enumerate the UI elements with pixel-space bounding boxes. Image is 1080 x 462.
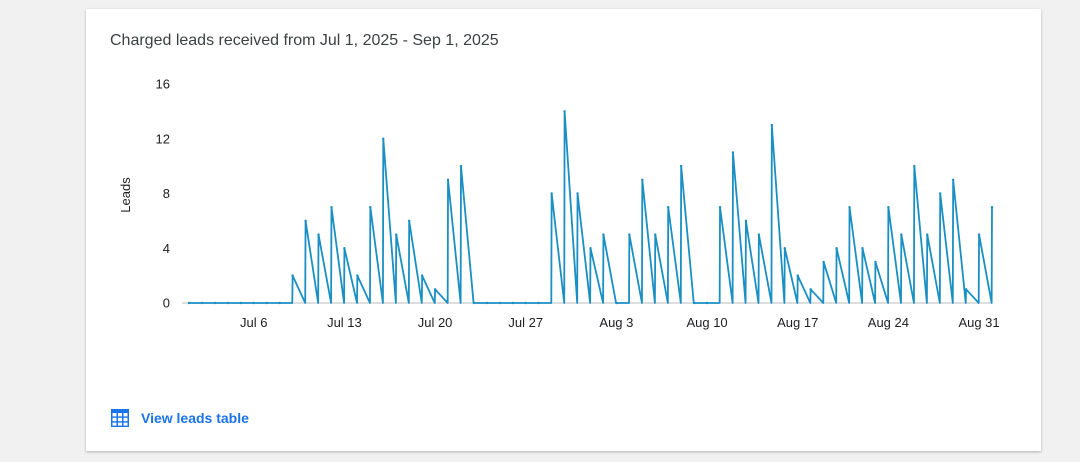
data-point <box>395 233 398 236</box>
data-point <box>252 301 255 305</box>
data-point <box>705 301 709 305</box>
data-point <box>887 205 890 209</box>
data-point <box>628 233 631 236</box>
x-tick-label: Aug 10 <box>686 315 727 330</box>
data-point <box>848 205 851 209</box>
data-point <box>537 301 540 305</box>
data-point <box>602 233 605 236</box>
data-point <box>485 301 489 305</box>
data-point <box>822 260 825 264</box>
data-point <box>369 205 372 209</box>
data-point <box>278 301 281 305</box>
y-tick-label: 16 <box>156 77 170 92</box>
x-tick-label: Aug 31 <box>958 315 999 330</box>
data-point <box>900 233 903 236</box>
data-point <box>330 205 333 209</box>
data-point <box>770 123 774 127</box>
data-point <box>977 233 981 236</box>
leads-line-chart: 0 4 8 12 16 Jul 6 Jul 13 Jul 20 Jul 27 Aug 3 Aug … <box>118 77 1000 331</box>
data-point <box>472 301 476 305</box>
data-point <box>615 301 618 305</box>
data-point <box>809 288 812 291</box>
data-point <box>731 151 735 154</box>
leads-series-line <box>189 110 993 304</box>
data-point <box>498 301 502 305</box>
data-point <box>874 260 877 264</box>
data-point <box>796 274 799 277</box>
chart-card: Charged leads received from Jul 1, 2025 … <box>86 9 1041 451</box>
data-point <box>938 192 942 195</box>
data-point <box>913 164 916 168</box>
data-point <box>641 178 644 182</box>
table-icon <box>111 409 129 427</box>
view-leads-table-label: View leads table <box>141 410 249 426</box>
x-tick-label: Jul 20 <box>418 315 453 330</box>
data-point <box>550 192 553 195</box>
data-point <box>420 274 424 277</box>
data-point <box>926 233 929 236</box>
data-point <box>835 247 838 250</box>
data-point <box>990 205 994 209</box>
data-point <box>951 178 955 182</box>
chart-title: Charged leads received from Jul 1, 2025 … <box>110 32 499 49</box>
data-point <box>589 247 592 250</box>
x-axis-ticks: Jul 6 Jul 13 Jul 20 Jul 27 Aug 3 Aug 10 Aug 17… <box>240 315 1000 330</box>
data-point <box>343 247 346 250</box>
data-point <box>239 301 243 305</box>
data-point <box>667 205 670 209</box>
data-point <box>382 137 385 140</box>
data-point <box>446 178 450 182</box>
data-point <box>757 233 761 236</box>
y-axis-ticks: 0 4 8 12 16 <box>156 77 170 311</box>
data-points <box>187 110 994 305</box>
data-point <box>964 288 968 291</box>
data-point <box>718 205 722 209</box>
data-point <box>511 301 514 305</box>
data-point <box>861 247 864 250</box>
x-tick-label: Jul 13 <box>327 315 362 330</box>
data-point <box>654 233 657 236</box>
x-tick-label: Aug 3 <box>599 315 633 330</box>
x-tick-label: Aug 24 <box>868 315 909 330</box>
data-point <box>459 164 463 168</box>
data-point <box>524 301 527 305</box>
y-tick-label: 4 <box>163 241 170 256</box>
x-tick-label: Jul 27 <box>508 315 543 330</box>
data-point <box>213 301 217 305</box>
data-point <box>692 301 696 305</box>
view-leads-table-link[interactable]: View leads table <box>110 408 249 428</box>
y-tick-label: 0 <box>163 296 170 311</box>
y-tick-label: 12 <box>156 131 170 146</box>
data-point <box>200 301 204 305</box>
data-point <box>317 233 320 236</box>
data-point <box>265 301 268 305</box>
data-point <box>563 110 566 113</box>
x-tick-label: Jul 6 <box>240 315 267 330</box>
x-tick-label: Aug 17 <box>777 315 818 330</box>
data-point <box>187 301 191 305</box>
data-point <box>356 274 359 277</box>
data-point <box>433 288 437 291</box>
data-point <box>744 219 748 223</box>
data-point <box>407 219 411 223</box>
data-point <box>576 192 579 195</box>
data-point <box>304 219 307 223</box>
data-point <box>679 164 683 168</box>
data-point <box>226 301 230 305</box>
data-point <box>291 274 294 277</box>
y-axis-label: Leads <box>118 177 133 213</box>
y-tick-label: 8 <box>163 186 170 201</box>
data-point <box>783 247 786 250</box>
